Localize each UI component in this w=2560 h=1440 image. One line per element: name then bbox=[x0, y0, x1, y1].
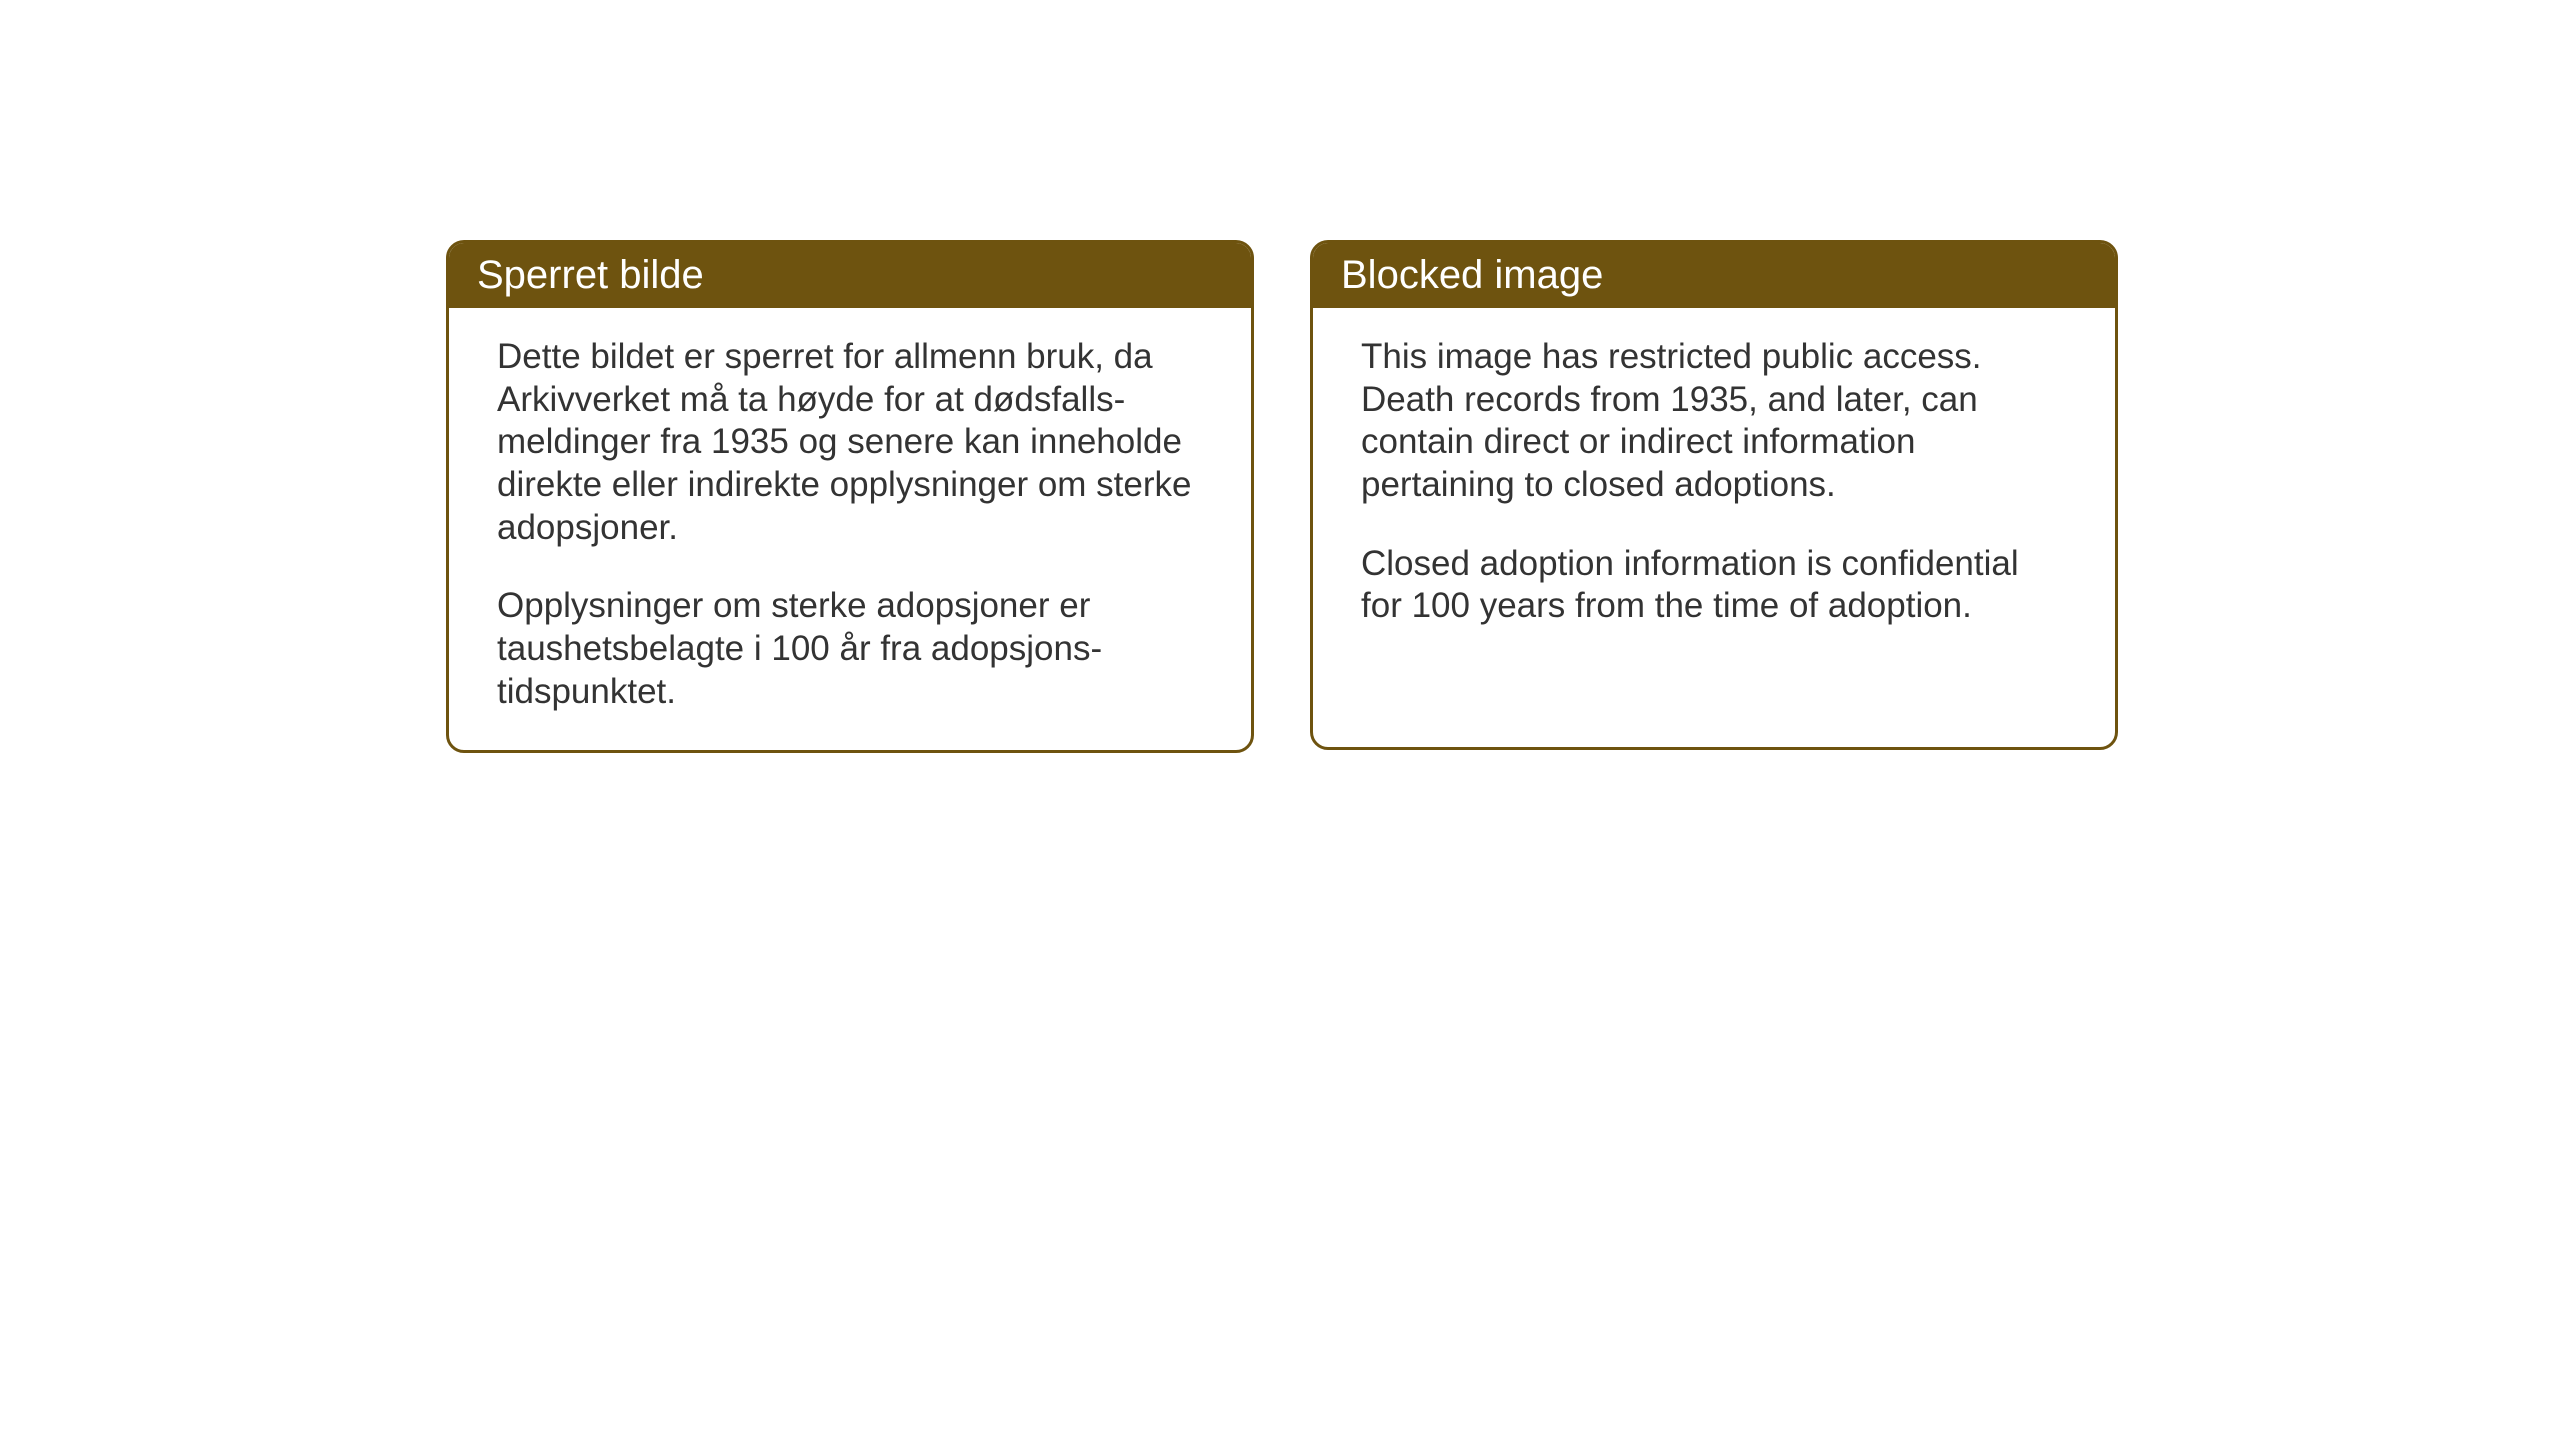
card-paragraph-2-norwegian: Opplysninger om sterke adopsjoner er tau… bbox=[497, 585, 1203, 713]
notice-card-norwegian: Sperret bilde Dette bildet er sperret fo… bbox=[446, 240, 1254, 753]
card-paragraph-2-english: Closed adoption information is confident… bbox=[1361, 543, 2067, 628]
card-header-norwegian: Sperret bilde bbox=[449, 243, 1251, 308]
card-title-english: Blocked image bbox=[1341, 253, 1603, 297]
notice-card-english: Blocked image This image has restricted … bbox=[1310, 240, 2118, 750]
card-body-norwegian: Dette bildet er sperret for allmenn bruk… bbox=[449, 308, 1251, 750]
card-header-english: Blocked image bbox=[1313, 243, 2115, 308]
card-body-english: This image has restricted public access.… bbox=[1313, 308, 2115, 664]
card-paragraph-1-english: This image has restricted public access.… bbox=[1361, 336, 2067, 507]
card-title-norwegian: Sperret bilde bbox=[477, 253, 704, 297]
card-paragraph-1-norwegian: Dette bildet er sperret for allmenn bruk… bbox=[497, 336, 1203, 549]
notice-container: Sperret bilde Dette bildet er sperret fo… bbox=[446, 240, 2118, 753]
